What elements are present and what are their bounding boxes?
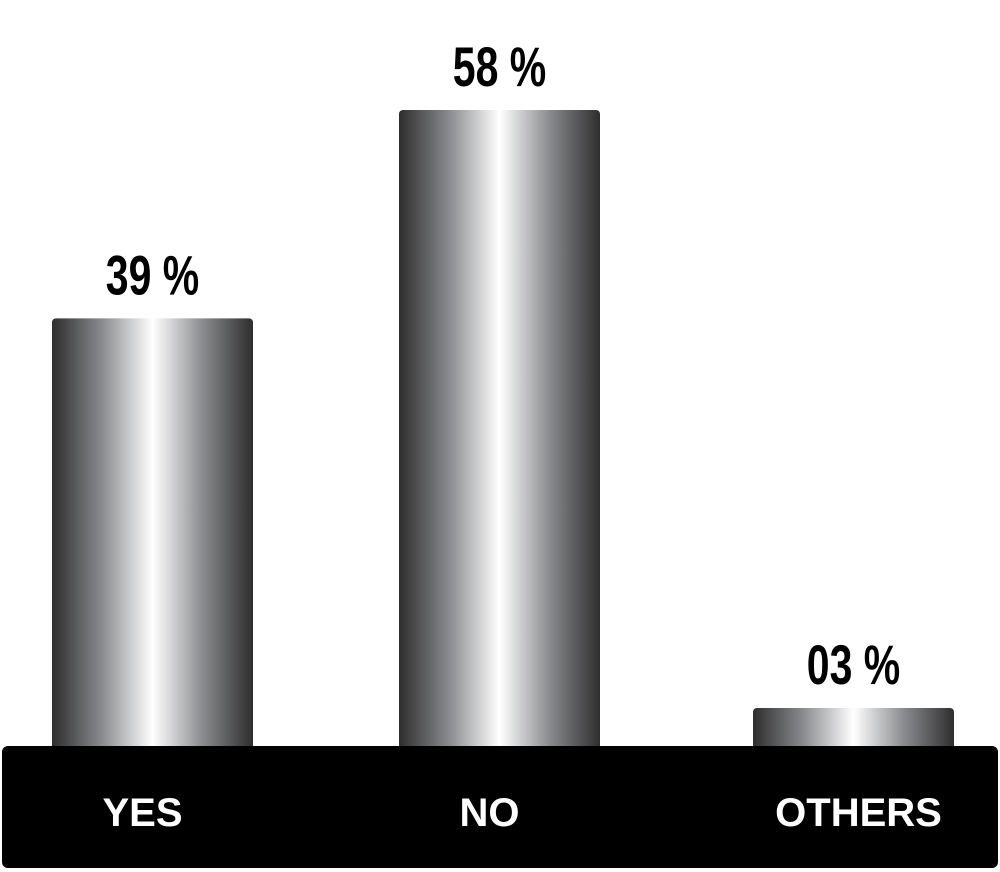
category-label-yes: YES — [102, 791, 182, 835]
category-base-band — [2, 746, 998, 868]
bar-no — [399, 110, 600, 750]
bar-yes — [52, 318, 253, 750]
category-label-others: OTHERS — [775, 791, 942, 835]
data-label-yes: 39 % — [106, 245, 199, 307]
data-label-no: 58 % — [453, 37, 546, 99]
bar-others — [753, 708, 954, 750]
category-label-no: NO — [460, 791, 520, 835]
data-label-others: 03 % — [807, 635, 900, 697]
